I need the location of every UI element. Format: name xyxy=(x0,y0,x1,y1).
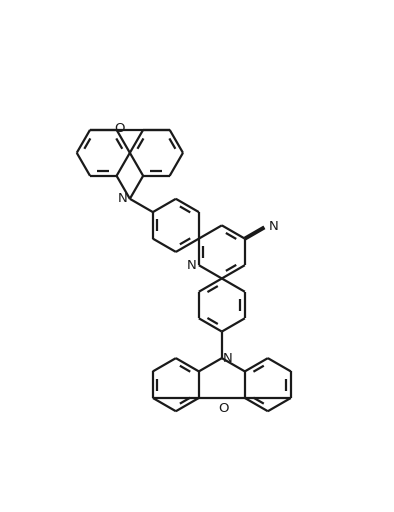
Text: O: O xyxy=(115,122,125,135)
Text: N: N xyxy=(118,193,128,205)
Text: N: N xyxy=(223,352,233,365)
Text: N: N xyxy=(268,220,278,232)
Text: O: O xyxy=(218,402,229,415)
Text: N: N xyxy=(186,259,196,272)
